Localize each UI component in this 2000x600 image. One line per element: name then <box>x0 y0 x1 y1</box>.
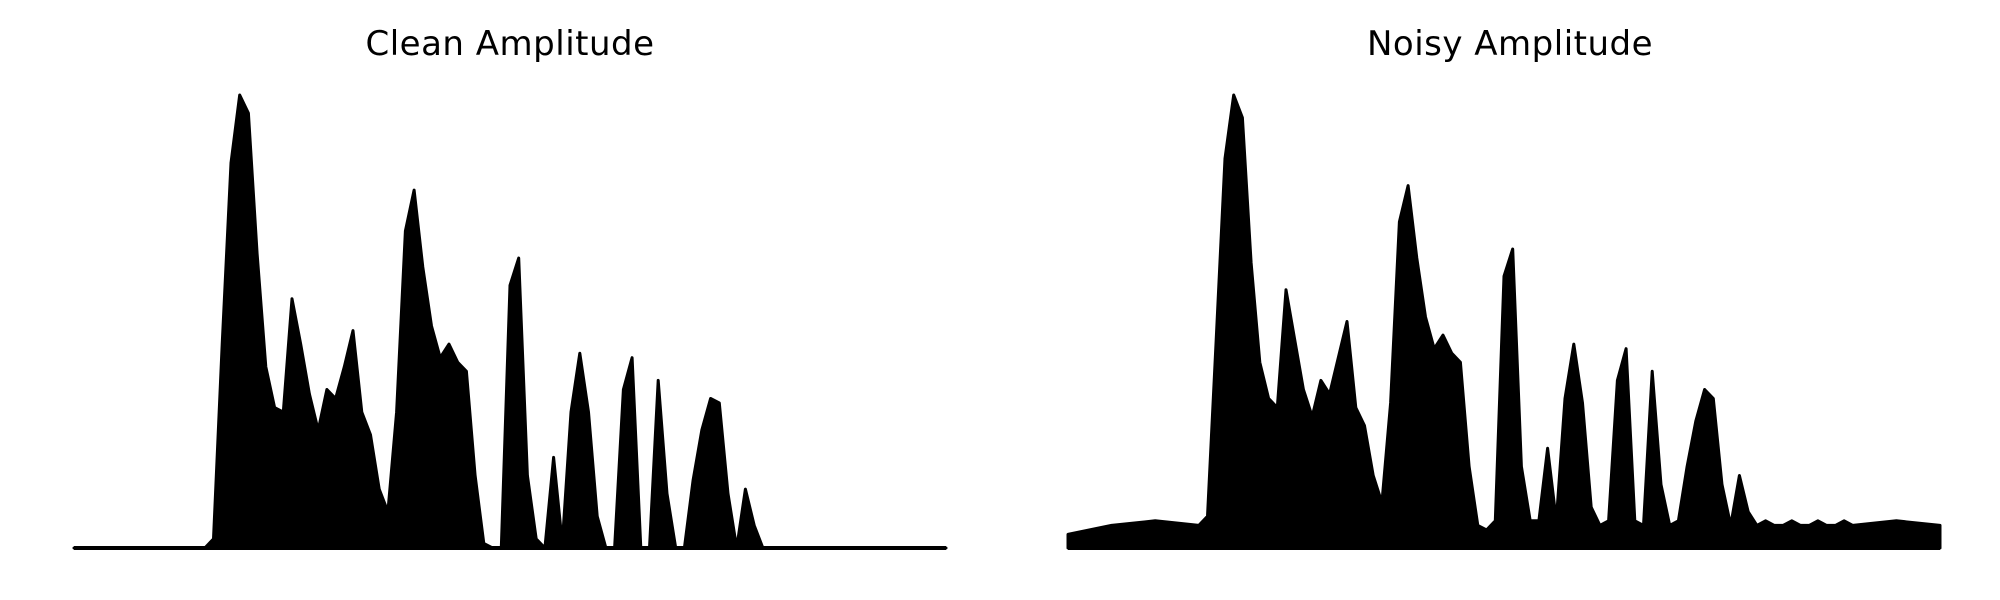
clean-amplitude-area <box>74 95 946 548</box>
chart-clean <box>60 0 960 600</box>
chart-noisy <box>1060 0 1960 600</box>
chart-panel-noisy: Noisy Amplitude <box>1060 0 1960 600</box>
noisy-amplitude-area <box>1068 95 1940 548</box>
chart-panel-clean: Clean Amplitude <box>60 0 960 600</box>
